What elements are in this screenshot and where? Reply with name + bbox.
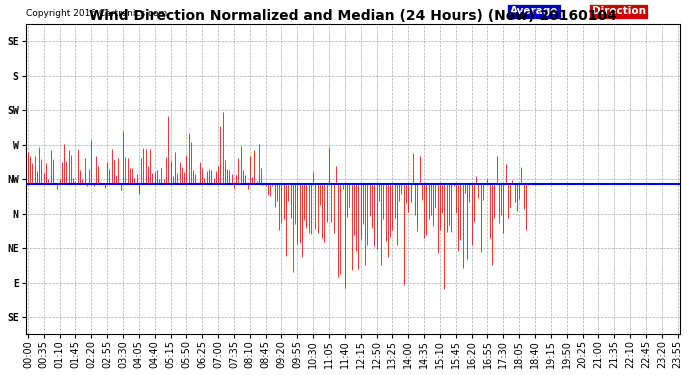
Text: Average: Average xyxy=(510,6,558,16)
Text: Direction: Direction xyxy=(591,6,646,16)
Text: Copyright 2016 Cartronics.com: Copyright 2016 Cartronics.com xyxy=(26,9,167,18)
Title: Wind Direction Normalized and Median (24 Hours) (New) 20160104: Wind Direction Normalized and Median (24… xyxy=(89,9,617,23)
